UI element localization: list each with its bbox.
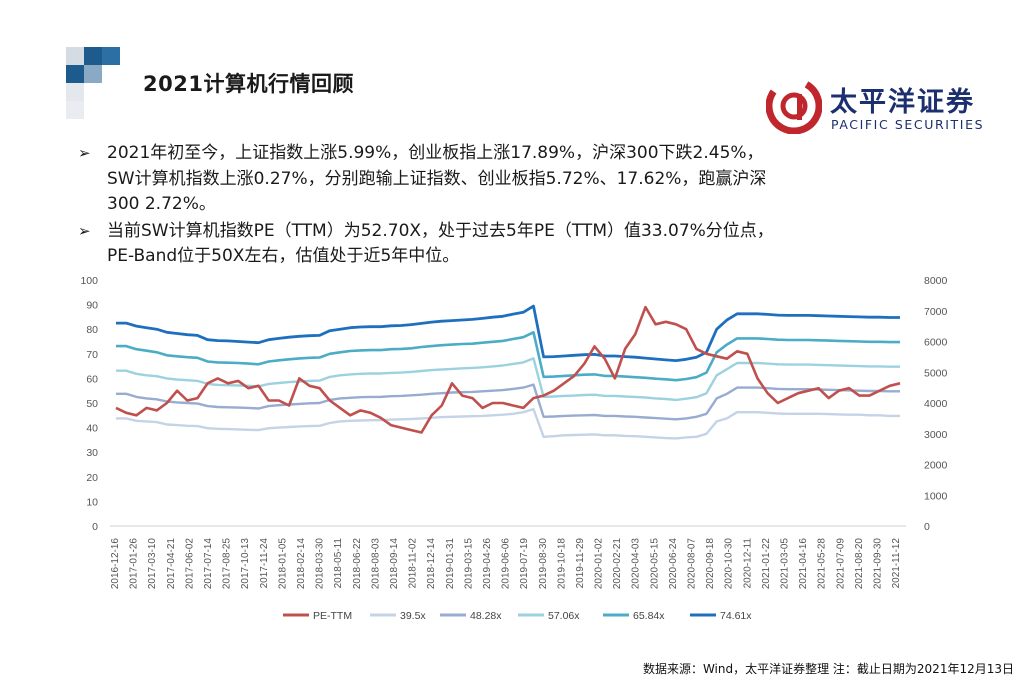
x-tick-label: 2017-07-14 bbox=[203, 538, 214, 590]
y-left-tick-label: 60 bbox=[86, 373, 98, 385]
y-right-tick-label: 5000 bbox=[924, 367, 948, 379]
x-tick-label: 2018-08-03 bbox=[370, 538, 381, 590]
bullet-2: ➢ 当前SW计算机指数PE（TTM）为52.70X，处于过去5年PE（TTM）值… bbox=[78, 219, 978, 270]
x-tick-label: 2018-09-14 bbox=[389, 538, 400, 590]
x-tick-label: 2020-02-21 bbox=[612, 538, 623, 590]
x-tick-label: 2019-04-26 bbox=[482, 538, 493, 590]
x-tick-label: 2016-12-16 bbox=[110, 538, 121, 590]
bullet-1: ➢ 2021年初至今，上证指数上涨5.99%，创业板指上涨17.89%，沪深30… bbox=[78, 141, 978, 218]
x-tick-label: 2021-07-09 bbox=[835, 538, 846, 590]
x-tick-label: 2017-11-24 bbox=[259, 538, 270, 589]
x-tick-label: 2021-04-16 bbox=[798, 538, 809, 590]
x-tick-label: 2021-11-12 bbox=[891, 538, 902, 589]
y-left-tick-label: 40 bbox=[86, 423, 98, 435]
x-tick-label: 2019-01-31 bbox=[445, 538, 456, 590]
series-line-48-28x bbox=[116, 383, 900, 421]
x-tick-label: 2019-08-30 bbox=[538, 538, 549, 590]
y-left-tick-label: 100 bbox=[80, 275, 98, 287]
x-tick-label: 2019-10-18 bbox=[556, 538, 567, 590]
x-tick-label: 2018-11-02 bbox=[408, 538, 419, 589]
y-left-tick-label: 10 bbox=[86, 496, 98, 508]
x-tick-label: 2019-03-15 bbox=[463, 538, 474, 590]
arrow-bullet-icon: ➢ bbox=[78, 144, 91, 162]
x-tick-label: 2019-06-06 bbox=[501, 538, 512, 590]
x-tick-label: 2020-10-30 bbox=[724, 538, 735, 590]
bullet-1-line-3: 300 2.72%。 bbox=[107, 194, 216, 214]
x-tick-label: 2020-01-02 bbox=[594, 538, 605, 590]
legend-label: 74.61x bbox=[720, 610, 752, 622]
x-tick-label: 2021-08-20 bbox=[854, 538, 865, 590]
x-tick-label: 2020-05-15 bbox=[649, 538, 660, 590]
y-left-tick-label: 90 bbox=[86, 300, 98, 312]
x-tick-label: 2020-08-07 bbox=[687, 538, 698, 590]
x-tick-label: 2019-11-29 bbox=[575, 538, 586, 589]
x-tick-label: 2020-04-03 bbox=[631, 538, 642, 590]
bullet-1-line-2: SW计算机指数上涨0.27%，分别跑输上证指数、创业板指5.72%、17.62%… bbox=[107, 168, 767, 189]
logo-name-en: PACIFIC SECURITIES bbox=[831, 117, 985, 132]
y-left-tick-label: 20 bbox=[86, 472, 98, 484]
x-tick-label: 2018-06-22 bbox=[352, 538, 363, 590]
legend-label: 39.5x bbox=[400, 610, 426, 622]
x-tick-label: 2018-01-05 bbox=[277, 538, 288, 590]
decor-square-dark-2 bbox=[102, 47, 120, 65]
series-line-65-84x bbox=[116, 330, 900, 382]
y-left-tick-label: 80 bbox=[86, 324, 98, 336]
y-left-tick-label: 70 bbox=[86, 349, 98, 361]
x-tick-label: 2021-01-22 bbox=[761, 538, 772, 590]
decor-square-light-3 bbox=[66, 83, 84, 101]
x-tick-label: 2021-03-05 bbox=[780, 538, 791, 590]
y-right-tick-label: 4000 bbox=[924, 398, 948, 410]
x-tick-label: 2021-09-30 bbox=[873, 538, 884, 590]
y-right-tick-label: 2000 bbox=[924, 460, 948, 472]
decor-square-light-2 bbox=[84, 65, 102, 83]
y-right-tick-label: 6000 bbox=[924, 337, 948, 349]
x-tick-label: 2017-06-02 bbox=[184, 538, 195, 590]
legend-label: 48.28x bbox=[470, 610, 502, 622]
x-tick-label: 2017-03-10 bbox=[147, 538, 158, 590]
series-line-pe-ttm bbox=[115, 305, 901, 434]
page-title: 2021计算机行情回顾 bbox=[143, 72, 354, 96]
x-tick-label: 2017-01-26 bbox=[129, 538, 140, 590]
y-left-tick-label: 30 bbox=[86, 447, 98, 459]
y-right-tick-label: 0 bbox=[924, 521, 930, 533]
y-right-tick-label: 1000 bbox=[924, 490, 948, 502]
arrow-bullet-icon: ➢ bbox=[78, 221, 91, 240]
bullet-2-line-2: PE-Band位于50X左右，估值处于近5年中位。 bbox=[107, 246, 460, 266]
x-tick-label: 2018-12-14 bbox=[426, 538, 437, 590]
logo-name-cn: 太平洋证券 bbox=[830, 87, 975, 118]
legend-label: 65.84x bbox=[633, 610, 665, 622]
y-right-tick-label: 8000 bbox=[924, 275, 948, 287]
source-note: 数据来源：Wind，太平洋证券整理 注：截止日期为2021年12月13日 bbox=[642, 662, 1014, 676]
x-tick-label: 2020-09-18 bbox=[705, 538, 716, 590]
series-line-39-5x bbox=[116, 407, 900, 440]
x-tick-label: 2018-05-11 bbox=[333, 538, 344, 589]
decor-square-light-4 bbox=[66, 101, 84, 119]
x-tick-label: 2017-08-25 bbox=[222, 538, 233, 590]
y-left-tick-label: 50 bbox=[86, 398, 98, 410]
y-right-tick-label: 3000 bbox=[924, 429, 948, 441]
x-tick-label: 2021-05-28 bbox=[817, 538, 828, 590]
x-tick-label: 2020-06-24 bbox=[668, 538, 679, 590]
x-tick-label: 2019-07-19 bbox=[519, 538, 530, 590]
x-tick-label: 2018-03-30 bbox=[315, 538, 326, 590]
summary-bullets: ➢ 2021年初至今，上证指数上涨5.99%，创业板指上涨17.89%，沪深30… bbox=[78, 141, 978, 271]
y-left-tick-label: 0 bbox=[92, 521, 98, 533]
bullet-1-line-1: 2021年初至今，上证指数上涨5.99%，创业板指上涨17.89%，沪深300下… bbox=[107, 143, 764, 163]
x-tick-label: 2017-10-13 bbox=[240, 538, 251, 590]
x-tick-label: 2018-02-14 bbox=[296, 538, 307, 590]
decor-square-dark-1 bbox=[84, 47, 102, 65]
series-line-74-61x bbox=[116, 304, 900, 363]
decor-square-mid bbox=[66, 65, 84, 83]
x-tick-label: 2020-12-11 bbox=[742, 538, 753, 589]
y-right-tick-label: 7000 bbox=[924, 306, 948, 318]
pacific-securities-logo-icon bbox=[766, 78, 822, 134]
legend-label: 57.06x bbox=[548, 610, 580, 622]
decor-square-light-1 bbox=[66, 47, 84, 65]
x-tick-label: 2017-04-21 bbox=[166, 538, 177, 590]
legend-label: PE-TTM bbox=[313, 610, 352, 622]
series-line-57-06x bbox=[116, 357, 900, 402]
bullet-2-line-1: 当前SW计算机指数PE（TTM）为52.70X，处于过去5年PE（TTM）值33… bbox=[107, 220, 774, 241]
